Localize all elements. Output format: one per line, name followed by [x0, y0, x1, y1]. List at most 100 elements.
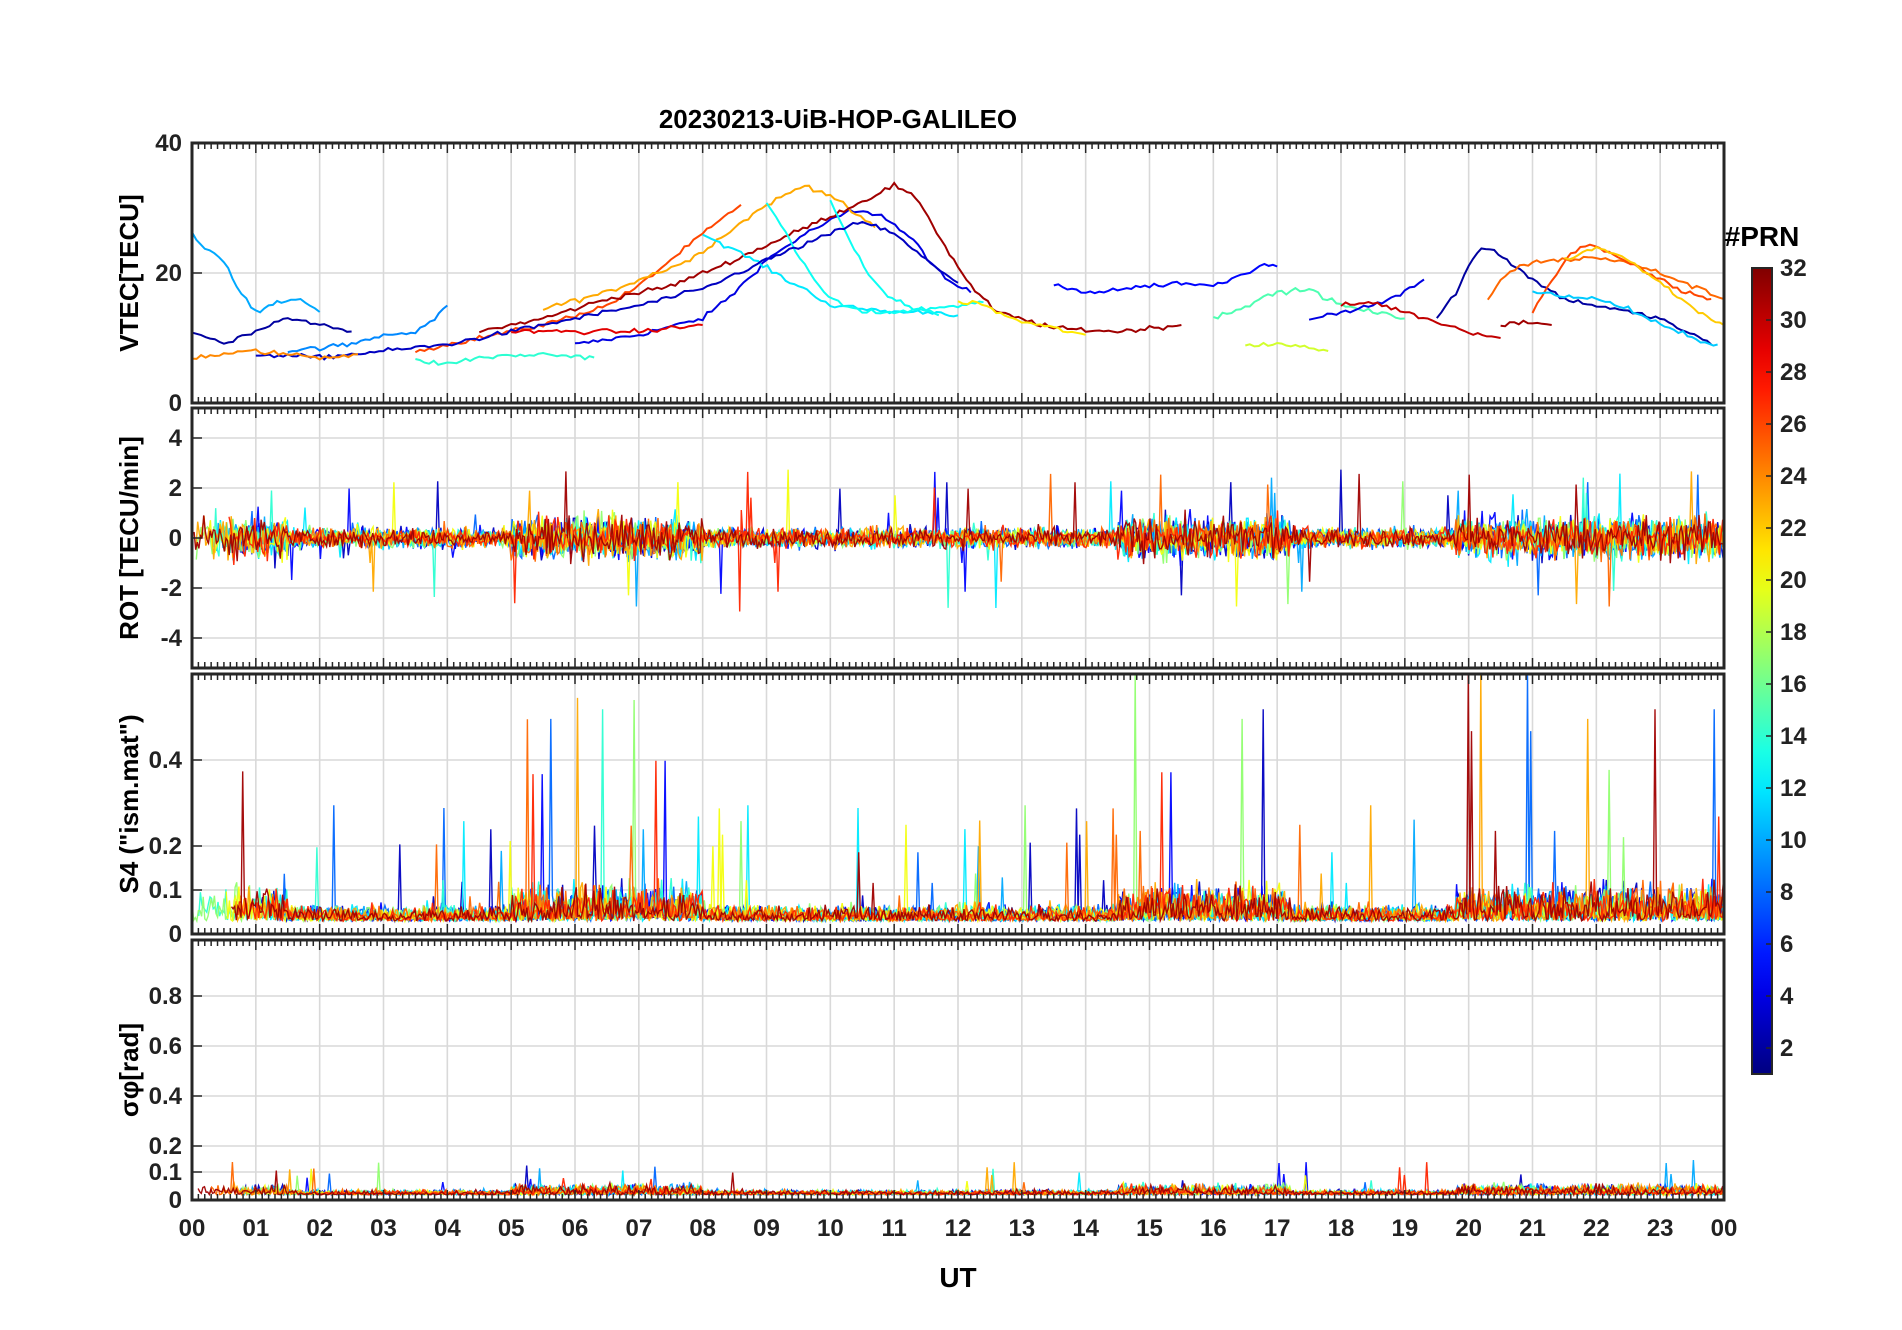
- x-tick-label: 13: [1008, 1215, 1035, 1242]
- colorbar-tick-label: 6: [1780, 931, 1793, 958]
- x-tick-label: 03: [370, 1215, 397, 1242]
- colorbar-tick-label: 22: [1780, 515, 1807, 542]
- x-tick-label: 22: [1583, 1215, 1610, 1242]
- y-axis-label-rot: ROT [TECU/min]: [114, 436, 144, 640]
- y-tick-label: 0.2: [149, 833, 182, 860]
- vtec-series-prn-22: [1564, 245, 1724, 326]
- y-tick-label: 40: [155, 130, 182, 157]
- x-tick-label: 16: [1200, 1215, 1227, 1242]
- x-tick-label: 08: [689, 1215, 716, 1242]
- panel-s4: 0 0.1 0.2 0.4S4 ("ism.mat"): [114, 672, 1726, 948]
- panel-rot: -4 -2 0 2 4 ROT [TECU/min]: [114, 406, 1726, 670]
- vtec-series-prn-21: [957, 299, 1086, 336]
- y-tick-label: 0.1: [149, 1159, 182, 1186]
- colorbar-tick-label: 24: [1780, 463, 1807, 490]
- y-tick-label: 0.2: [149, 1133, 182, 1160]
- y-tick-label: 0: [169, 390, 182, 417]
- vtec-series-prn-24: [192, 348, 359, 361]
- s4-trace-prn-31: [230, 674, 1724, 924]
- s4-trace-prn-25: [274, 719, 1724, 924]
- x-tick-label: 04: [434, 1215, 461, 1242]
- y-tick-label: 0: [169, 525, 182, 552]
- colorbar-gradient: [1751, 267, 1773, 1075]
- vtec-series-prn-15: [1212, 286, 1405, 320]
- colorbar-tick-label: 4: [1780, 983, 1794, 1010]
- vtec-series-prn-31: [478, 181, 1182, 334]
- x-tick-label: 23: [1647, 1215, 1674, 1242]
- x-tick-label: 12: [945, 1215, 972, 1242]
- y-tick-label: -2: [161, 575, 182, 602]
- vtec-series-prn-13: [765, 202, 984, 315]
- x-tick-label: 18: [1328, 1215, 1355, 1242]
- vtec-series-prn-4: [574, 208, 972, 345]
- x-tick-label: 01: [242, 1215, 269, 1242]
- x-tick-label: 20: [1455, 1215, 1482, 1242]
- series-group-rot: [193, 469, 1724, 612]
- y-tick-label: 0: [169, 1187, 182, 1214]
- y-tick-label: 2: [169, 475, 182, 502]
- vtec-series-prn-2: [192, 317, 352, 345]
- colorbar-tick-label: 10: [1780, 827, 1807, 854]
- series-group-s4: [192, 674, 1724, 924]
- vtec-series-prn-11: [1532, 290, 1718, 347]
- y-tick-label: 0.4: [149, 747, 183, 774]
- colorbar-tick-label: 14: [1780, 723, 1807, 750]
- colorbar-tick-label: 28: [1780, 359, 1807, 386]
- colorbar-tick-label: 18: [1780, 619, 1807, 646]
- x-tick-label: 06: [562, 1215, 589, 1242]
- x-tick-label: 17: [1264, 1215, 1291, 1242]
- y-tick-label: 20: [155, 260, 182, 287]
- y-tick-label: 0.6: [149, 1033, 182, 1060]
- y-tick-label: 0.1: [149, 877, 182, 904]
- x-tick-labels: 00 01 02 03 04 05 06 07 08 09 10 11 12 13 14 15 16 17 18 19…: [179, 1215, 1738, 1242]
- x-tick-label: 21: [1519, 1215, 1546, 1242]
- colorbar-tick-label: 12: [1780, 775, 1807, 802]
- vtec-series-prn-4: [1308, 278, 1425, 321]
- x-tick-label: 09: [753, 1215, 780, 1242]
- vtec-series-prn-14: [415, 351, 595, 366]
- y-axis-label-s4: S4 ("ism.mat"): [114, 714, 144, 893]
- x-axis-label: UT: [939, 1262, 976, 1293]
- y-tick-label: 0.8: [149, 983, 182, 1010]
- y-tick-label: 0: [169, 921, 182, 948]
- series-group-vtec: [192, 181, 1724, 366]
- x-tick-label: 00: [179, 1215, 206, 1242]
- colorbar-tick-label: 32: [1780, 255, 1807, 282]
- vtec-series-prn-31: [1500, 319, 1552, 328]
- x-tick-label: 00: [1711, 1215, 1738, 1242]
- y-axis-label-sigma_phi: σφ[rad]: [114, 1023, 144, 1117]
- colorbar-tick-label: 30: [1780, 307, 1807, 334]
- chart-title: 20230213-UiB-HOP-GALILEO: [659, 104, 1017, 134]
- vtec-series-prn-26: [1531, 243, 1712, 314]
- y-axis-label-vtec: VTEC[TECU]: [114, 194, 144, 351]
- colorbar-tick-label: 20: [1780, 567, 1807, 594]
- colorbar-tick-label: 16: [1780, 671, 1807, 698]
- sigma_phi-trace-prn-31: [197, 1170, 1724, 1198]
- vtec-series-prn-25: [1486, 255, 1724, 301]
- colorbar-tick-label: 26: [1780, 411, 1807, 438]
- x-tick-label: 11: [881, 1215, 906, 1242]
- y-tick-label: 0.4: [149, 1083, 183, 1110]
- series-group-sigma_phi: [197, 1159, 1724, 1198]
- colorbar-tick-label: 2: [1780, 1035, 1793, 1062]
- rot-trace-prn-14: [210, 477, 1724, 608]
- vtec-series-prn-9: [287, 304, 448, 354]
- vtec-series-prn-29: [511, 323, 703, 336]
- x-tick-label: 07: [625, 1215, 652, 1242]
- y-tick-label: -4: [161, 625, 183, 652]
- vtec-series-prn-5: [1053, 262, 1278, 295]
- vtec-series-prn-13: [829, 199, 940, 317]
- x-tick-label: 05: [498, 1215, 525, 1242]
- vtec-series-prn-2: [1436, 247, 1712, 346]
- panel-sigma_phi: 00.10.2 0.4 0.6 0.8σφ[rad]: [114, 938, 1726, 1214]
- vtec-series-prn-12: [702, 233, 959, 318]
- x-tick-label: 02: [306, 1215, 333, 1242]
- vtec-series-prn-3: [255, 220, 959, 361]
- y-tick-label: 4: [169, 425, 183, 452]
- vtec-series-prn-30: [1340, 300, 1501, 339]
- x-tick-label: 19: [1391, 1215, 1418, 1242]
- x-tick-label: 10: [817, 1215, 844, 1242]
